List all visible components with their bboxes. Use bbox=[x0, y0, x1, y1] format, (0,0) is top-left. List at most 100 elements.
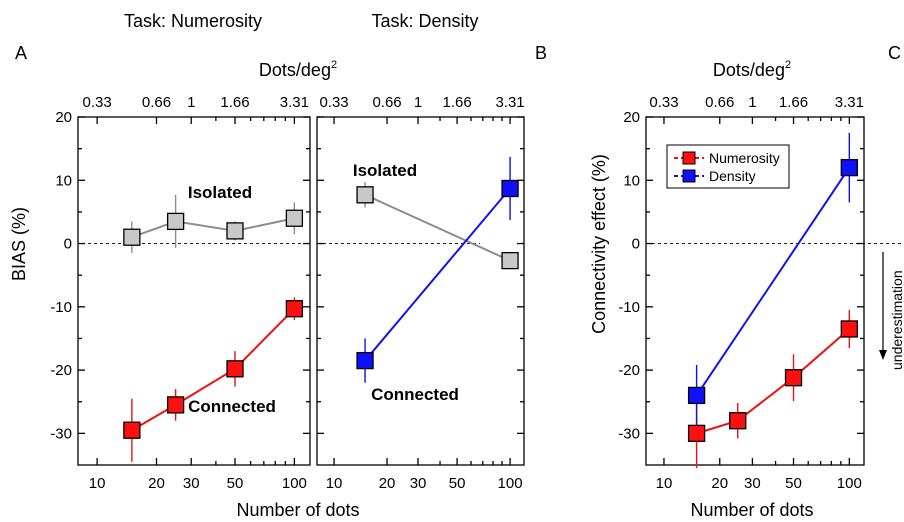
top-axis-title-b-sup: 2 bbox=[785, 59, 791, 71]
data-point bbox=[166, 396, 185, 414]
series-label: Connected bbox=[371, 385, 459, 404]
data-point bbox=[687, 386, 706, 405]
series-connected bbox=[123, 297, 304, 462]
x-tick-label-bottom: 100 bbox=[837, 475, 862, 492]
x-tick-label-bottom: 100 bbox=[282, 475, 307, 492]
x-tick-label-bottom: 50 bbox=[785, 475, 802, 492]
data-point bbox=[356, 186, 374, 204]
series-isolated bbox=[356, 182, 519, 270]
y-tick-label: 20 bbox=[55, 109, 72, 126]
data-point bbox=[501, 179, 519, 198]
x-tick-label-bottom: 20 bbox=[379, 475, 396, 492]
series-label: Isolated bbox=[353, 161, 417, 180]
underestimation-arrow-head bbox=[879, 350, 887, 360]
plot-frame bbox=[645, 116, 865, 466]
series-line bbox=[131, 217, 295, 239]
x-tick-label-top: 1 bbox=[187, 94, 195, 111]
legend-label: Numerosity bbox=[709, 150, 780, 166]
series-line bbox=[364, 187, 511, 362]
y-tick-label: 0 bbox=[64, 236, 72, 253]
data-point bbox=[123, 228, 141, 246]
y-tick-label: -30 bbox=[50, 425, 72, 442]
series-label: Isolated bbox=[188, 183, 252, 202]
series-line bbox=[695, 167, 851, 396]
series-isolated bbox=[123, 194, 304, 254]
y-axis-title-b: Connectivity effect (%) bbox=[589, 154, 609, 334]
top-axis-title-b: Dots/deg2 bbox=[713, 59, 791, 80]
y-tick-label: 20 bbox=[623, 109, 640, 126]
data-point bbox=[226, 360, 244, 378]
x-tick-label-top: 1.66 bbox=[220, 94, 249, 111]
data-point bbox=[784, 369, 803, 387]
x-tick-label-top: 3.31 bbox=[495, 94, 524, 111]
plot-frame bbox=[77, 116, 311, 466]
series-numerosity bbox=[687, 309, 858, 469]
series-label: Connected bbox=[188, 397, 276, 416]
data-point bbox=[285, 300, 304, 318]
x-tick-label-top: 0.33 bbox=[649, 94, 678, 111]
y-tick-label: -10 bbox=[618, 299, 640, 316]
legend-marker bbox=[682, 151, 696, 165]
x-tick-label-top: 1.66 bbox=[442, 94, 471, 111]
series-connected bbox=[356, 156, 519, 383]
underestimation-label: underestimation bbox=[889, 270, 904, 370]
data-point bbox=[356, 351, 374, 370]
x-tick-label-top: 1.66 bbox=[779, 94, 808, 111]
x-tick-label-top: 0.33 bbox=[319, 94, 348, 111]
x-tick-label-top: 1 bbox=[414, 94, 422, 111]
y-axis-title-a: BIAS (%) bbox=[9, 207, 29, 281]
x-tick-label-bottom: 50 bbox=[227, 475, 244, 492]
series-density bbox=[687, 132, 858, 426]
x-tick-label-top: 0.33 bbox=[83, 94, 112, 111]
data-point bbox=[840, 158, 858, 177]
legend-marker bbox=[682, 169, 696, 183]
x-tick-label-bottom: 30 bbox=[183, 475, 200, 492]
legend-label: Density bbox=[709, 168, 756, 184]
y-tick-label: -20 bbox=[50, 362, 72, 379]
underestimation-annotation: underestimation bbox=[879, 252, 904, 370]
task-title-numerosity: Task: Numerosity bbox=[124, 11, 262, 31]
x-tick-label-top: 3.31 bbox=[280, 94, 309, 111]
x-tick-label-top: 1 bbox=[748, 94, 756, 111]
panel-letter-b: B bbox=[535, 43, 547, 63]
y-tick-label: 0 bbox=[632, 236, 640, 253]
data-point bbox=[729, 412, 747, 430]
panel-letter-c: C bbox=[888, 43, 901, 63]
x-tick-label-bottom: 30 bbox=[744, 475, 761, 492]
x-tick-label-top: 0.66 bbox=[372, 94, 401, 111]
data-point bbox=[840, 320, 858, 338]
panel-a-right: 10 20 30 50 100 0.33 0.66 1 1.66 3.31 Isolated Conn… bbox=[316, 94, 525, 492]
y-tick-label: -20 bbox=[618, 362, 640, 379]
panel-letter-a: A bbox=[15, 43, 27, 63]
x-tick-label-bottom: 10 bbox=[326, 475, 343, 492]
y-tick-label: 10 bbox=[55, 172, 72, 189]
plot-frame bbox=[316, 116, 525, 466]
data-point bbox=[166, 212, 185, 231]
data-point bbox=[687, 424, 706, 443]
y-tick-label: -10 bbox=[50, 299, 72, 316]
task-title-density: Task: Density bbox=[371, 11, 478, 31]
x-tick-label-top: 3.31 bbox=[835, 94, 864, 111]
x-tick-label-bottom: 30 bbox=[410, 475, 427, 492]
x-tick-label-bottom: 20 bbox=[148, 475, 165, 492]
top-axis-title-a-text: Dots/deg bbox=[259, 60, 331, 80]
x-axis-title-b: Number of dots bbox=[690, 500, 813, 520]
top-axis-title-b-text: Dots/deg bbox=[713, 60, 785, 80]
x-axis-title-a: Number of dots bbox=[236, 500, 359, 520]
top-axis-title-a-sup: 2 bbox=[331, 59, 337, 71]
x-tick-label-top: 0.66 bbox=[705, 94, 734, 111]
x-tick-label-bottom: 20 bbox=[711, 475, 728, 492]
data-point bbox=[285, 209, 304, 227]
x-tick-label-top: 0.66 bbox=[142, 94, 171, 111]
y-tick-label: 10 bbox=[623, 172, 640, 189]
y-tick-label: -30 bbox=[618, 425, 640, 442]
x-tick-label-bottom: 100 bbox=[498, 475, 523, 492]
x-tick-label-bottom: 10 bbox=[656, 475, 673, 492]
data-point bbox=[501, 251, 519, 270]
series-line bbox=[696, 328, 850, 435]
data-point bbox=[226, 222, 244, 240]
